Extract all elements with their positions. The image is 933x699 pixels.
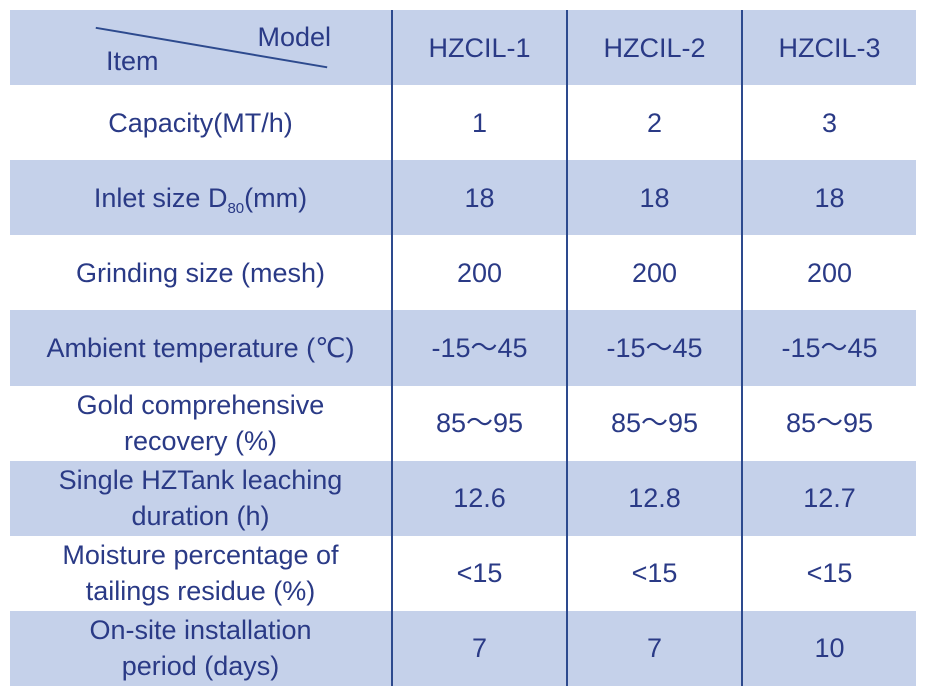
- table-row: On-site installation period (days) 7 7 10: [10, 610, 916, 686]
- table-row: Single HZTank leaching duration (h) 12.6 …: [10, 460, 916, 536]
- table-cell: 200: [566, 235, 742, 311]
- table-cell: 85～95: [391, 385, 567, 461]
- table-cell: 12.8: [566, 460, 742, 536]
- table-row: Ambient temperature (℃) -15～45 -15～45 -1…: [10, 310, 916, 386]
- model-header-1: HZCIL-1: [391, 10, 567, 86]
- model-header-2: HZCIL-2: [566, 10, 742, 86]
- row-label-gold-recovery: Gold comprehensive recovery (%): [10, 385, 392, 461]
- table-cell: 18: [741, 160, 916, 236]
- table-row: Grinding size (mesh) 200 200 200: [10, 235, 916, 311]
- table-cell: 18: [391, 160, 567, 236]
- label-line-2: recovery (%): [123, 426, 278, 457]
- label-line-1: Gold comprehensive: [76, 390, 325, 421]
- inlet-size-suffix: (mm): [244, 182, 308, 213]
- inlet-size-subscript: 80: [227, 199, 245, 217]
- table-cell: <15: [741, 535, 916, 611]
- model-header-3: HZCIL-3: [741, 10, 916, 86]
- table-cell: -15～45: [741, 310, 916, 386]
- table-cell: 85～95: [741, 385, 916, 461]
- label-line-1: Moisture percentage of: [62, 540, 339, 571]
- diagonal-divider: [95, 26, 328, 69]
- item-model-header-cell: Model Item: [10, 10, 392, 86]
- table-cell: 200: [391, 235, 567, 311]
- label-line-2: period (days): [121, 651, 280, 682]
- table-cell: 12.7: [741, 460, 916, 536]
- inlet-size-prefix: Inlet size D: [93, 182, 228, 213]
- table-cell: 7: [566, 610, 742, 686]
- table-cell: -15～45: [391, 310, 567, 386]
- table-cell: 3: [741, 85, 916, 161]
- row-label-capacity: Capacity(MT/h): [10, 85, 392, 161]
- table-cell: 7: [391, 610, 567, 686]
- table-cell: 18: [566, 160, 742, 236]
- row-label-leaching-duration: Single HZTank leaching duration (h): [10, 460, 392, 536]
- table-cell: 12.6: [391, 460, 567, 536]
- header-row: Model Item HZCIL-1 HZCIL-2 HZCIL-3: [10, 10, 916, 86]
- table-row: Capacity(MT/h) 1 2 3: [10, 85, 916, 161]
- specification-table: Model Item HZCIL-1 HZCIL-2 HZCIL-3 Capac…: [10, 10, 916, 686]
- table-cell: 1: [391, 85, 567, 161]
- table-cell: 85～95: [566, 385, 742, 461]
- label-line-1: On-site installation: [89, 615, 312, 646]
- row-label-inlet-size: Inlet size D80(mm): [10, 160, 392, 236]
- model-label: Model: [257, 22, 331, 52]
- table-row: Moisture percentage of tailings residue (…: [10, 535, 916, 611]
- table-cell: 200: [741, 235, 916, 311]
- table-cell: <15: [391, 535, 567, 611]
- table-cell: 2: [566, 85, 742, 161]
- table-cell: <15: [566, 535, 742, 611]
- label-line-2: tailings residue (%): [85, 576, 316, 607]
- row-label-grinding-size: Grinding size (mesh): [10, 235, 392, 311]
- table-cell: -15～45: [566, 310, 742, 386]
- table-cell: 10: [741, 610, 916, 686]
- row-label-ambient-temperature: Ambient temperature (℃): [10, 310, 392, 386]
- label-line-1: Single HZTank leaching: [58, 465, 343, 496]
- label-line-2: duration (h): [131, 501, 270, 532]
- row-label-installation-period: On-site installation period (days): [10, 610, 392, 686]
- table-row: Inlet size D80(mm) 18 18 18: [10, 160, 916, 236]
- table-row: Gold comprehensive recovery (%) 85～95 85～…: [10, 385, 916, 461]
- item-label: Item: [106, 46, 159, 76]
- row-label-moisture-percentage: Moisture percentage of tailings residue (…: [10, 535, 392, 611]
